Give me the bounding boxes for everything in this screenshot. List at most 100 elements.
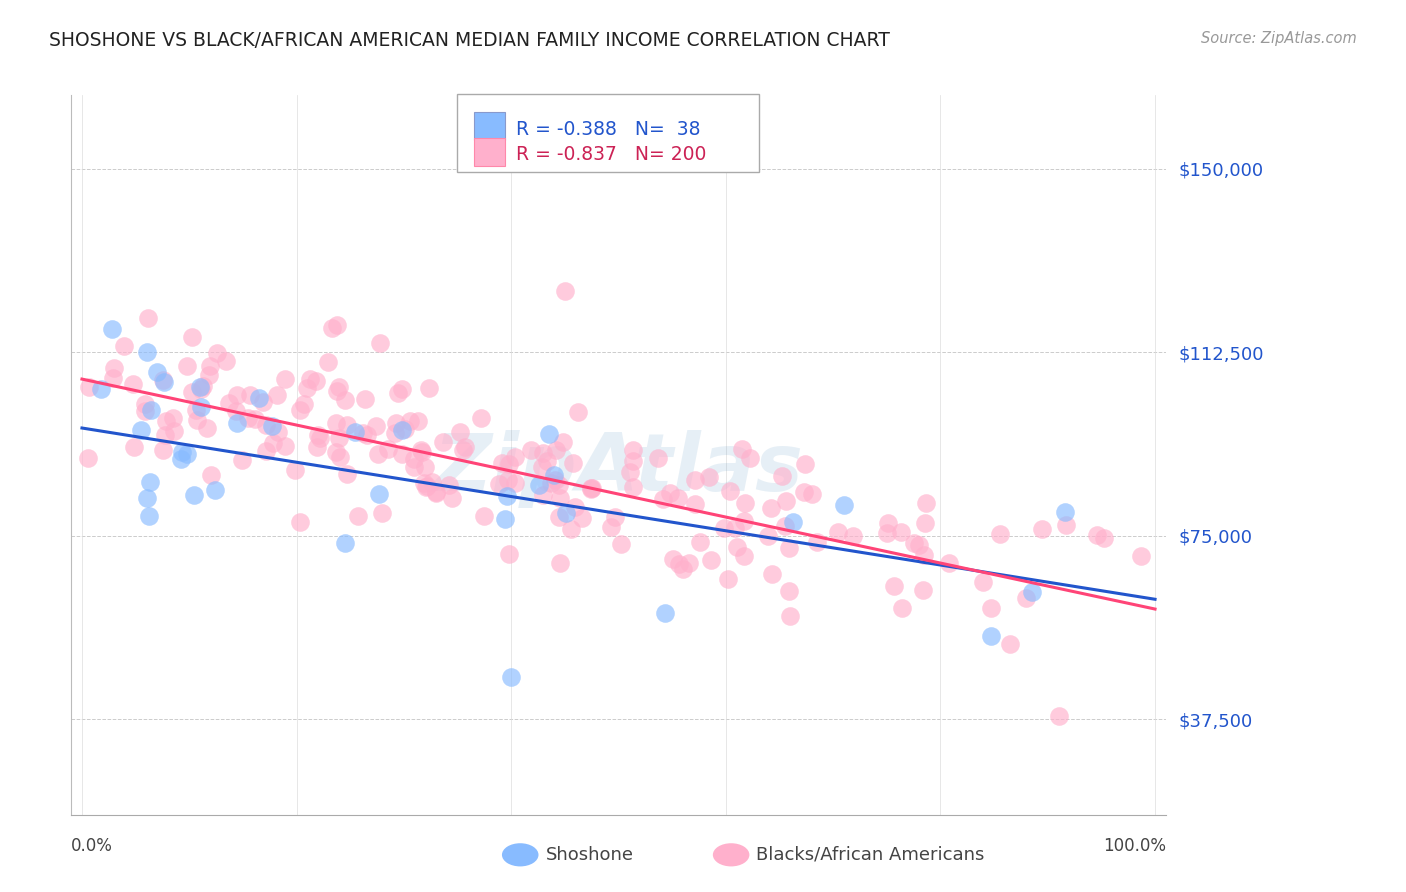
Point	[139, 403, 162, 417]
Point	[1053, 505, 1076, 519]
Point	[77, 450, 100, 465]
Point	[325, 384, 347, 399]
Point	[503, 475, 526, 490]
Point	[988, 526, 1011, 541]
Point	[621, 480, 644, 494]
Point	[662, 551, 685, 566]
Point	[200, 467, 222, 482]
Point	[689, 534, 711, 549]
Point	[394, 422, 416, 436]
Point	[756, 529, 779, 543]
Point	[972, 574, 994, 589]
Point	[409, 443, 432, 458]
Point	[260, 418, 283, 433]
Point	[651, 492, 673, 507]
Point	[488, 476, 510, 491]
Point	[77, 379, 100, 393]
Point	[153, 375, 176, 389]
Point	[176, 447, 198, 461]
Point	[724, 521, 747, 535]
Point	[581, 481, 603, 495]
Point	[186, 413, 208, 427]
Point	[112, 339, 135, 353]
Point	[551, 435, 574, 450]
Point	[385, 416, 408, 430]
Point	[122, 376, 145, 391]
Point	[550, 556, 572, 570]
Point	[152, 443, 174, 458]
Point	[129, 423, 152, 437]
Point	[472, 509, 495, 524]
Point	[554, 284, 576, 298]
Point	[404, 452, 426, 467]
Point	[979, 629, 1001, 643]
Point	[1015, 591, 1038, 605]
Point	[938, 556, 960, 570]
Point	[533, 446, 555, 460]
Point	[243, 412, 266, 426]
Point	[548, 478, 571, 492]
Point	[1021, 585, 1043, 599]
Point	[384, 426, 406, 441]
Point	[738, 451, 761, 466]
Point	[356, 428, 378, 442]
Point	[713, 521, 735, 535]
Point	[249, 391, 271, 405]
Point	[548, 491, 571, 505]
Point	[451, 443, 474, 458]
Point	[416, 479, 439, 493]
Point	[733, 514, 755, 528]
Point	[205, 345, 228, 359]
Point	[530, 460, 553, 475]
Point	[700, 553, 723, 567]
Point	[605, 509, 627, 524]
Point	[170, 444, 193, 458]
Point	[647, 451, 669, 466]
Point	[368, 486, 391, 500]
Point	[498, 457, 520, 471]
Point	[329, 450, 352, 465]
Point	[239, 388, 262, 402]
Point	[718, 483, 741, 498]
Point	[544, 473, 567, 487]
Point	[907, 538, 929, 552]
Point	[531, 488, 554, 502]
Point	[562, 456, 585, 470]
Text: Source: ZipAtlas.com: Source: ZipAtlas.com	[1201, 31, 1357, 46]
Point	[325, 445, 347, 459]
Point	[498, 473, 520, 487]
Point	[683, 497, 706, 511]
Point	[498, 547, 520, 561]
Point	[491, 456, 513, 470]
Point	[560, 523, 582, 537]
Point	[197, 421, 219, 435]
Point	[103, 360, 125, 375]
Point	[162, 411, 184, 425]
Point	[980, 600, 1002, 615]
Point	[134, 397, 156, 411]
Point	[915, 496, 938, 510]
Point	[806, 535, 828, 549]
Point	[307, 440, 329, 454]
Point	[599, 520, 621, 534]
Point	[564, 500, 586, 515]
Point	[325, 416, 347, 430]
Point	[832, 498, 855, 512]
Point	[254, 444, 277, 458]
Point	[610, 536, 633, 550]
Point	[1085, 528, 1108, 542]
Point	[912, 549, 935, 563]
Point	[163, 424, 186, 438]
Point	[170, 452, 193, 467]
Point	[623, 443, 645, 458]
Point	[152, 374, 174, 388]
Text: SHOSHONE VS BLACK/AFRICAN AMERICAN MEDIAN FAMILY INCOME CORRELATION CHART: SHOSHONE VS BLACK/AFRICAN AMERICAN MEDIA…	[49, 31, 890, 50]
Point	[547, 510, 569, 524]
Point	[759, 500, 782, 515]
Point	[1031, 522, 1053, 536]
Point	[226, 416, 249, 430]
Point	[501, 670, 523, 684]
Point	[200, 359, 222, 373]
Point	[413, 460, 436, 475]
Point	[454, 440, 477, 454]
